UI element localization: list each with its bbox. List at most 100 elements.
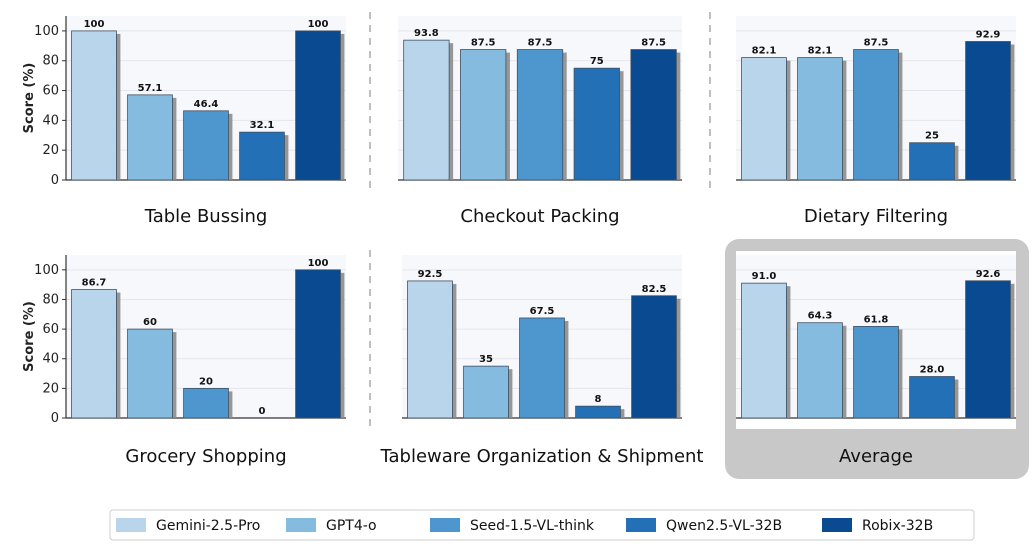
bar-gpt4-o	[797, 57, 843, 181]
legend-item-gemini-2-5-pro: Gemini-2.5-Pro	[116, 518, 260, 534]
y-axis-label: Score (%)	[22, 301, 37, 372]
legend-item-seed-1-5-vl-think: Seed-1.5-VL-think	[430, 518, 595, 534]
bar-value-label: 82.5	[642, 284, 667, 295]
bar-value-label: 67.5	[530, 306, 555, 317]
bar-value-label: 64.3	[808, 311, 833, 322]
legend-swatch	[626, 518, 656, 532]
bar-value-label: 100	[308, 19, 329, 30]
y-tick-label: 40	[42, 352, 59, 367]
legend: Gemini-2.5-Pro GPT4-o Seed-1.5-VL-think Qwe…	[109, 509, 975, 541]
legend-label: Qwen2.5-VL-32B	[666, 518, 782, 534]
bar-seed-1-5-vl-think	[519, 317, 565, 419]
bar-qwen2-5-vl-32b	[575, 405, 621, 419]
bar-value-label: 86.7	[82, 278, 107, 289]
y-tick-label: 80	[42, 292, 59, 307]
bar-gemini-2-5-pro	[407, 280, 453, 419]
legend-label: GPT4-o	[326, 518, 377, 534]
bar-value-label: 46.4	[194, 99, 219, 110]
bar-gpt4-o	[127, 94, 173, 181]
bar-gemini-2-5-pro	[741, 282, 787, 419]
bar-value-label: 0	[259, 406, 266, 417]
panel-title: Grocery Shopping	[125, 446, 286, 467]
y-tick-label: 60	[42, 322, 59, 337]
y-tick-label: 80	[42, 54, 59, 69]
legend-swatch	[116, 518, 146, 532]
y-tick-label: 20	[42, 381, 59, 396]
bar-qwen2-5-vl-32b	[239, 131, 285, 181]
y-tick-label: 100	[34, 24, 59, 39]
bar-value-label: 100	[84, 19, 105, 30]
panel-title: Dietary Filtering	[804, 206, 948, 227]
bar-seed-1-5-vl-think	[183, 387, 229, 419]
panel-tableware-organization-shipment: 92.5 35 67.5 8 82.5 Tableware Organization & …	[380, 255, 704, 467]
bar-qwen2-5-vl-32b	[573, 67, 620, 181]
y-tick-label: 0	[51, 173, 59, 188]
legend-swatch	[430, 518, 460, 532]
panel-table-bussing: 0 20 40 60 80 100 Score (%) 100 57.1 46.4 32.1 100 T…	[22, 16, 346, 227]
panel-average: 91.0 64.3 61.8 28.0 92.6 Average	[736, 255, 1016, 467]
legend-label: Gemini-2.5-Pro	[156, 518, 260, 534]
bar-value-label: 75	[590, 56, 604, 67]
bar-gemini-2-5-pro	[71, 30, 117, 181]
bar-robix-32b	[295, 269, 341, 419]
y-tick-label: 100	[34, 263, 59, 278]
bar-seed-1-5-vl-think	[853, 326, 899, 419]
bar-robix-32b	[631, 295, 677, 419]
bar-value-label: 82.1	[808, 46, 833, 57]
bar-value-label: 100	[308, 258, 329, 269]
bar-value-label: 57.1	[138, 83, 163, 94]
y-tick-label: 60	[42, 84, 59, 99]
bar-value-label: 8	[595, 394, 602, 405]
bar-gpt4-o	[127, 328, 173, 419]
panel-title: Checkout Packing	[460, 206, 619, 227]
panel-title: Table Bussing	[144, 206, 268, 227]
bar-gemini-2-5-pro	[403, 39, 450, 181]
bar-seed-1-5-vl-think	[183, 110, 229, 181]
bar-value-label: 87.5	[528, 38, 553, 49]
bar-robix-32b	[295, 30, 341, 181]
legend-swatch	[822, 518, 852, 532]
bar-value-label: 91.0	[752, 271, 777, 282]
bar-gemini-2-5-pro	[741, 57, 787, 181]
y-tick-label: 20	[42, 143, 59, 158]
bar-value-label: 92.6	[976, 269, 1001, 280]
bar-value-label: 93.8	[414, 28, 439, 39]
legend-item-gpt4-o: GPT4-o	[286, 518, 377, 534]
legend-label: Robix-32B	[862, 518, 933, 534]
y-axis-label: Score (%)	[22, 63, 37, 134]
legend-item-qwen2-5-vl-32b: Qwen2.5-VL-32B	[626, 518, 782, 534]
bar-value-label: 61.8	[864, 314, 889, 325]
bar-value-label: 87.5	[471, 38, 496, 49]
bar-value-label: 32.1	[250, 120, 275, 131]
bar-value-label: 60	[143, 317, 157, 328]
bar-gpt4-o	[460, 49, 507, 181]
legend-swatch	[286, 518, 316, 532]
bar-value-label: 92.9	[976, 29, 1001, 40]
bar-value-label: 20	[199, 376, 213, 387]
bar-value-label: 92.5	[418, 269, 443, 280]
legend-frame	[109, 509, 975, 541]
bar-value-label: 82.1	[752, 46, 777, 57]
bar-robix-32b	[965, 280, 1011, 419]
panel-checkout-packing: 93.8 87.5 87.5 75 87.5 Checkout Packing	[398, 16, 682, 227]
panel-title: Average	[839, 446, 913, 467]
bar-gpt4-o	[797, 322, 843, 419]
bar-robix-32b	[630, 49, 677, 181]
panel-dietary-filtering: 82.1 82.1 87.5 25 92.9 Dietary Filtering	[736, 16, 1016, 227]
bar-robix-32b	[965, 41, 1011, 181]
bar-seed-1-5-vl-think	[853, 49, 899, 181]
panel-grocery-shopping: 0 20 40 60 80 100 Score (%) 86.7 60 20 0 100 Grocery…	[22, 255, 346, 467]
legend-label: Seed-1.5-VL-think	[470, 518, 595, 534]
panel-title: Tableware Organization & Shipment	[380, 446, 704, 467]
bar-value-label: 25	[925, 131, 939, 142]
y-tick-label: 0	[51, 411, 59, 426]
bar-qwen2-5-vl-32b	[909, 142, 955, 181]
bar-value-label: 28.0	[920, 365, 945, 376]
bar-value-label: 35	[479, 354, 493, 365]
bar-gemini-2-5-pro	[71, 289, 117, 419]
bar-value-label: 87.5	[641, 38, 666, 49]
bar-value-label: 87.5	[864, 38, 889, 49]
bar-gpt4-o	[463, 365, 509, 419]
y-tick-label: 40	[42, 113, 59, 128]
